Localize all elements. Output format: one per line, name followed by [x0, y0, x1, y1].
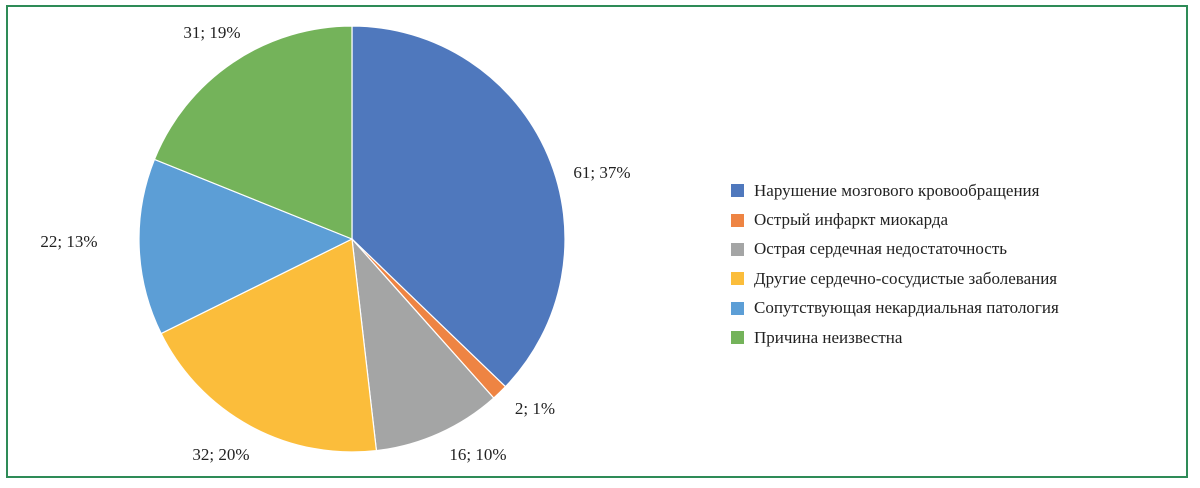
pie-slice-5 [138, 158, 354, 335]
legend-item-4: Другие сердечно-сосудистые заболевания [731, 264, 1059, 293]
data-labels: 61; 37% 2; 1% 16; 10% 32; 20% 22; 13% 31; 19% [40, 23, 630, 464]
legend-label: Острый инфаркт миокарда [754, 210, 949, 230]
pie-slice-1 [351, 25, 566, 388]
legend-item-5: Сопутствующая некардиальная патология [731, 294, 1059, 323]
legend-swatch [731, 242, 744, 256]
legend-label: Острая сердечная недостаточность [754, 239, 1008, 259]
legend-swatch [731, 301, 744, 315]
legend: Нарушение мозгового кровообращения Острый… [731, 176, 1059, 352]
data-label-5: 22; 13% [40, 232, 97, 251]
pie-slices [138, 25, 566, 453]
legend-item-6: Причина неизвестна [731, 323, 1059, 352]
legend-swatch [731, 331, 744, 345]
legend-label: Причина неизвестна [754, 327, 903, 347]
legend-swatch [731, 213, 744, 227]
legend-label: Нарушение мозгового кровообращения [754, 180, 1040, 200]
legend-swatch [731, 184, 744, 198]
legend-swatch [731, 272, 744, 286]
data-label-3: 16; 10% [449, 445, 506, 464]
legend-label: Другие сердечно-сосудистые заболевания [754, 268, 1058, 288]
data-label-2: 2; 1% [515, 399, 555, 418]
data-label-4: 32; 20% [192, 445, 249, 464]
legend-label: Сопутствующая некардиальная патология [754, 298, 1059, 318]
legend-item-2: Острый инфаркт миокарда [731, 205, 1059, 234]
legend-item-1: Нарушение мозгового кровообращения [731, 176, 1059, 205]
data-label-6: 31; 19% [183, 23, 240, 42]
pie-slice-4 [160, 238, 378, 453]
legend-item-3: Острая сердечная недостаточность [731, 235, 1059, 264]
pie-slice-6 [153, 25, 353, 240]
pie-slice-3 [351, 237, 495, 452]
data-label-1: 61; 37% [573, 163, 630, 182]
